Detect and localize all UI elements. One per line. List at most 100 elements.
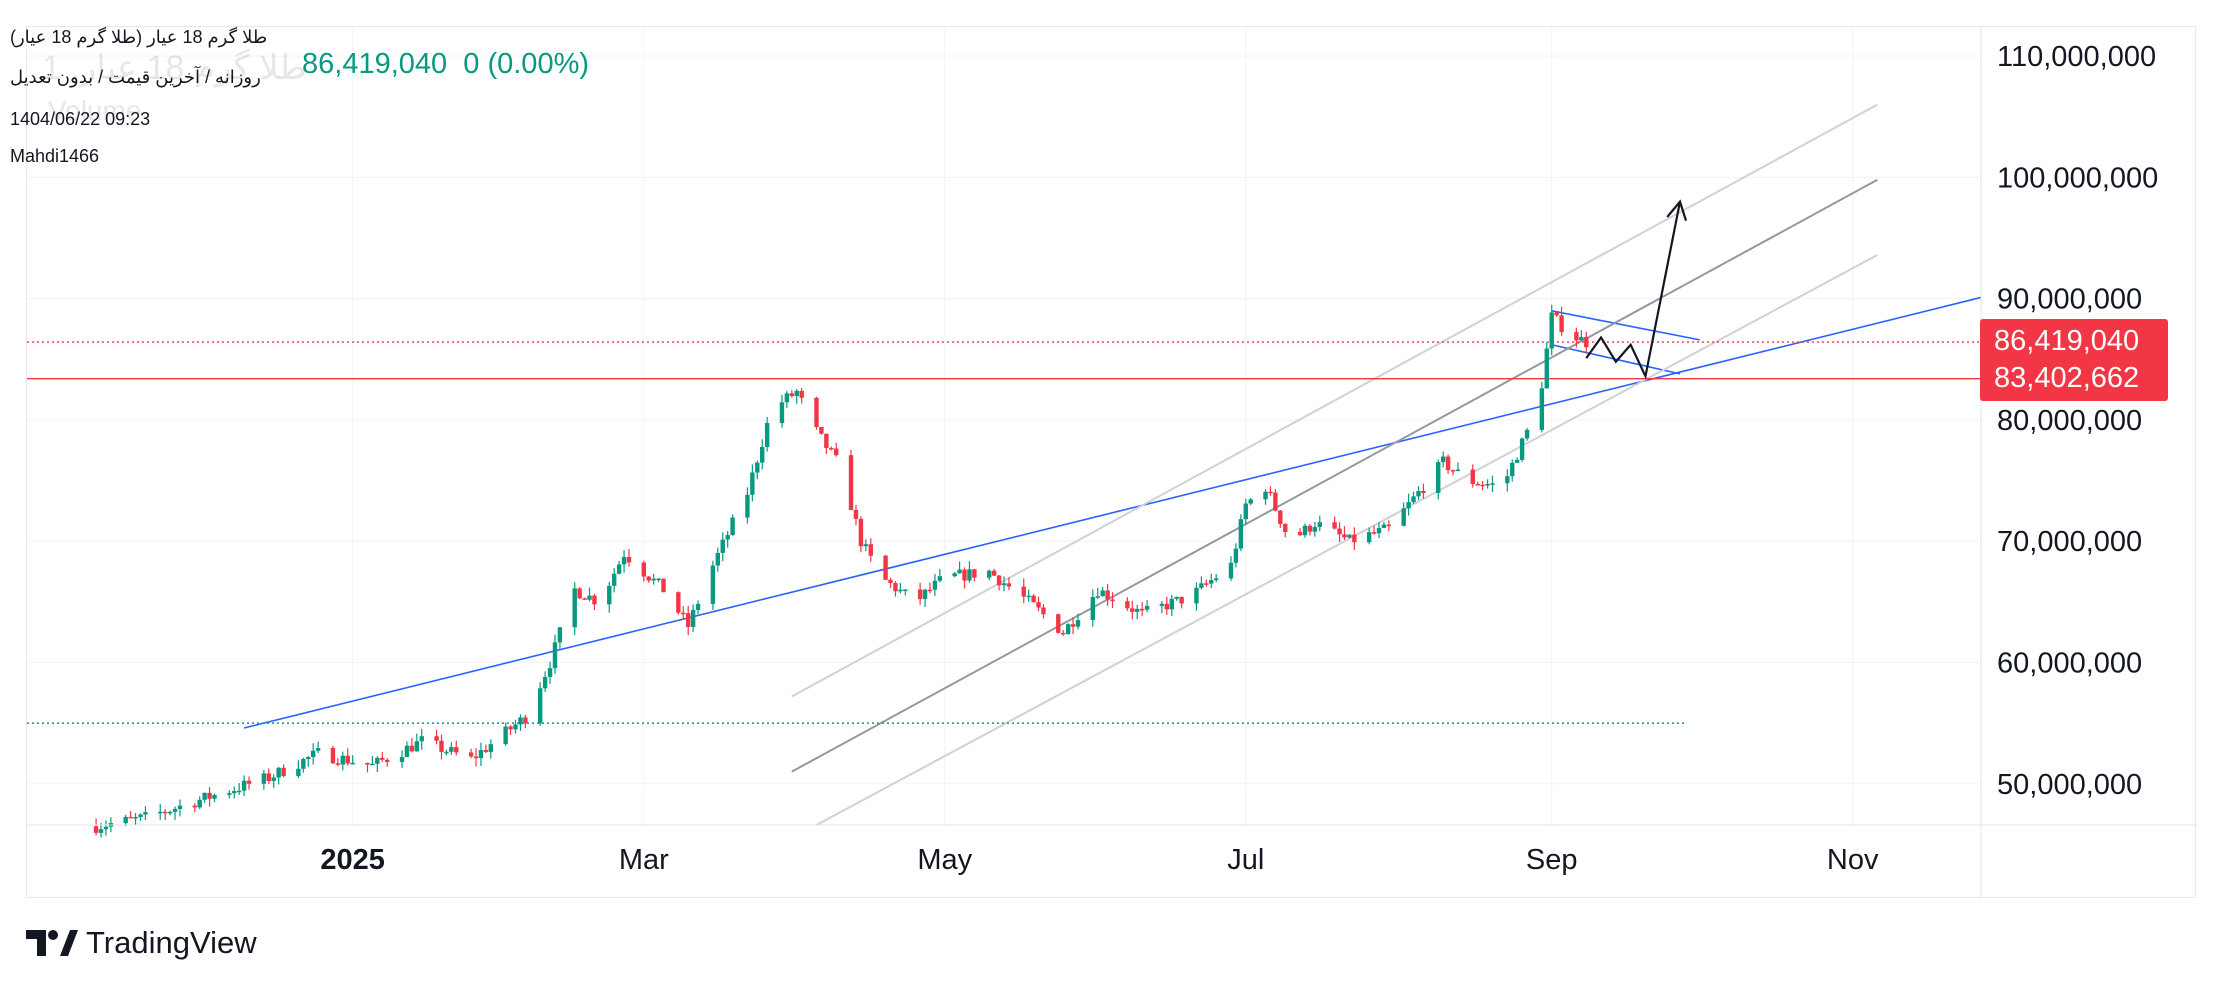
candle-body <box>1209 580 1214 584</box>
candle-body <box>1524 429 1530 439</box>
candle-body <box>306 757 311 759</box>
candle-body <box>1233 548 1239 563</box>
candle-body <box>1406 502 1411 509</box>
y-tick-label: 90,000,000 <box>1997 284 2142 316</box>
candle-body <box>779 402 785 423</box>
candle-body <box>1075 620 1081 627</box>
candle-body <box>1199 583 1204 588</box>
candle-body <box>745 494 750 518</box>
y-tick-label: 50,000,000 <box>1997 769 2142 801</box>
last-price-readout: 86,419,040 0 (0.00%) <box>302 50 589 79</box>
candle-body <box>764 422 770 448</box>
candle-body <box>996 575 1002 586</box>
candle-body <box>1159 603 1165 606</box>
candle-body <box>1194 587 1199 604</box>
candle-body <box>335 763 341 765</box>
candle-body <box>730 517 735 536</box>
candle-body <box>760 447 765 463</box>
candle-body <box>1485 483 1490 486</box>
candle-body <box>1421 490 1426 494</box>
candle-body <box>695 603 701 610</box>
candle-body <box>1440 456 1446 463</box>
candle-body <box>1436 462 1441 494</box>
candle-body <box>212 794 217 799</box>
y-tick-label: 80,000,000 <box>1997 405 2142 437</box>
candle-body <box>587 595 592 600</box>
candle-body <box>1450 470 1456 472</box>
grid <box>27 27 1981 825</box>
tradingview-logo[interactable]: TradingView <box>26 925 257 961</box>
candle-body <box>1510 462 1515 477</box>
candle-body <box>1248 499 1253 504</box>
candle-body <box>1268 491 1273 494</box>
candle-body <box>93 826 99 833</box>
candle-body <box>227 793 232 795</box>
symbol-title[interactable]: طلا گرم 18 عیار (طلا گرم 18 عیار) <box>10 27 268 47</box>
candle-body <box>1475 484 1480 486</box>
trendline-support <box>243 296 1982 729</box>
candle-body <box>1401 508 1406 526</box>
candle-body <box>750 472 755 495</box>
candle-body <box>676 592 681 613</box>
candle-body <box>345 755 350 764</box>
candle-body <box>814 397 819 428</box>
candle-body <box>98 829 104 833</box>
candle-body <box>824 433 829 448</box>
candle-body <box>281 767 286 777</box>
candle-body <box>1095 596 1100 598</box>
candle-body <box>829 447 834 450</box>
candle-body <box>927 589 933 592</box>
candle-body <box>503 726 508 745</box>
candle-body <box>1411 496 1416 503</box>
candle-body <box>103 826 109 830</box>
candle-body <box>937 576 943 581</box>
candle-body <box>310 750 316 758</box>
candle-body <box>557 627 563 643</box>
candle-body <box>483 750 489 752</box>
candle-body <box>755 462 760 473</box>
candle-body <box>972 569 977 578</box>
candle-body <box>478 750 484 759</box>
candle-body <box>537 688 543 724</box>
author-name[interactable]: Mahdi1466 <box>10 146 100 166</box>
candle-body <box>1514 459 1520 463</box>
candle-body <box>1065 624 1071 635</box>
candle-body <box>192 805 197 808</box>
candle-body <box>143 812 148 815</box>
candle-body <box>858 518 864 547</box>
candle-body <box>1297 531 1303 536</box>
candle-body <box>957 569 962 574</box>
candle-body <box>1490 483 1495 485</box>
y-tick-label: 110,000,000 <box>1997 41 2156 73</box>
candle-body <box>123 816 128 824</box>
candle-body <box>1110 599 1115 602</box>
candle-body <box>888 579 893 584</box>
price-chart[interactable]: 50,000,000 60,000,000 70,000,000 80,000,000… <box>27 27 2197 899</box>
candle-body <box>246 780 252 784</box>
candle-body <box>616 564 622 574</box>
candle-body <box>794 390 799 397</box>
candle-body <box>1480 484 1485 487</box>
trendline-channel-lower <box>816 254 1878 826</box>
candle-body <box>641 562 646 577</box>
candle-body <box>385 759 390 762</box>
candle-body <box>1376 527 1382 534</box>
candle-body <box>454 747 459 753</box>
candle-body <box>1105 590 1110 600</box>
candle-body <box>1347 534 1352 538</box>
candle-body <box>1238 519 1244 549</box>
candle-body <box>1342 534 1347 538</box>
candle-body <box>1381 524 1387 528</box>
candle-body <box>1056 614 1061 633</box>
candle-body <box>409 745 415 752</box>
x-tick-label: Jul <box>1227 844 1264 876</box>
candle-body <box>1559 315 1564 333</box>
projection-polyline <box>1585 201 1682 380</box>
candle-body <box>197 799 202 808</box>
candle-body <box>1213 578 1219 581</box>
candle-body <box>1273 492 1278 511</box>
candle-body <box>271 777 276 782</box>
candle-body <box>607 585 612 605</box>
candle-body <box>449 747 454 752</box>
candle-body <box>1332 522 1337 529</box>
